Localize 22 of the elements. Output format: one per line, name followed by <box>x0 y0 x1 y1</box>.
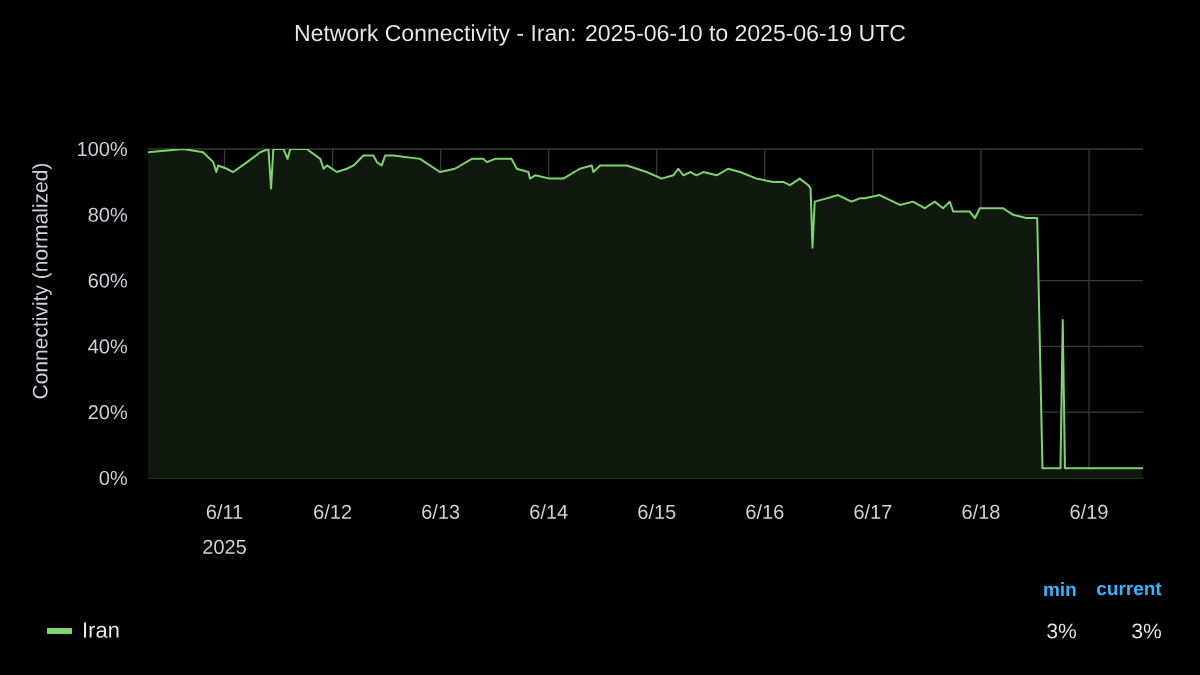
y-tick-label: 40% <box>88 339 128 354</box>
x-tick-label: 6/15 <box>638 504 676 519</box>
y-tick-label: 60% <box>88 273 128 288</box>
y-tick-label: 80% <box>88 207 128 222</box>
x-tick-label: 6/17 <box>854 504 892 519</box>
text: current <box>1097 582 1162 596</box>
y-tick-label: 100% <box>78 141 127 157</box>
legend-label: Iran <box>84 622 119 638</box>
x-tick-label: 6/18 <box>962 504 1000 519</box>
y-tick-label: 20% <box>88 405 128 420</box>
x-tick-label: 6/12 <box>314 504 352 519</box>
chart-title: Network Connectivity - Iran: 2025-06-10 to 2025-06-19 UTC <box>295 24 905 46</box>
text: 3% <box>1132 623 1161 639</box>
x-tick-label: 6/11 2025 <box>203 504 246 554</box>
x-tick-label: 6/16 <box>746 504 784 519</box>
x-tick-label: 6/19 <box>1070 504 1108 519</box>
y-tick-label: 0% <box>99 470 128 486</box>
y-axis-title: Connectivity (normalized) <box>32 163 52 399</box>
x-tick-label: 6/13 <box>422 504 460 519</box>
text: min <box>1044 582 1076 596</box>
x-tick-label: 6/14 <box>530 504 568 519</box>
text: 3% <box>1047 623 1076 639</box>
